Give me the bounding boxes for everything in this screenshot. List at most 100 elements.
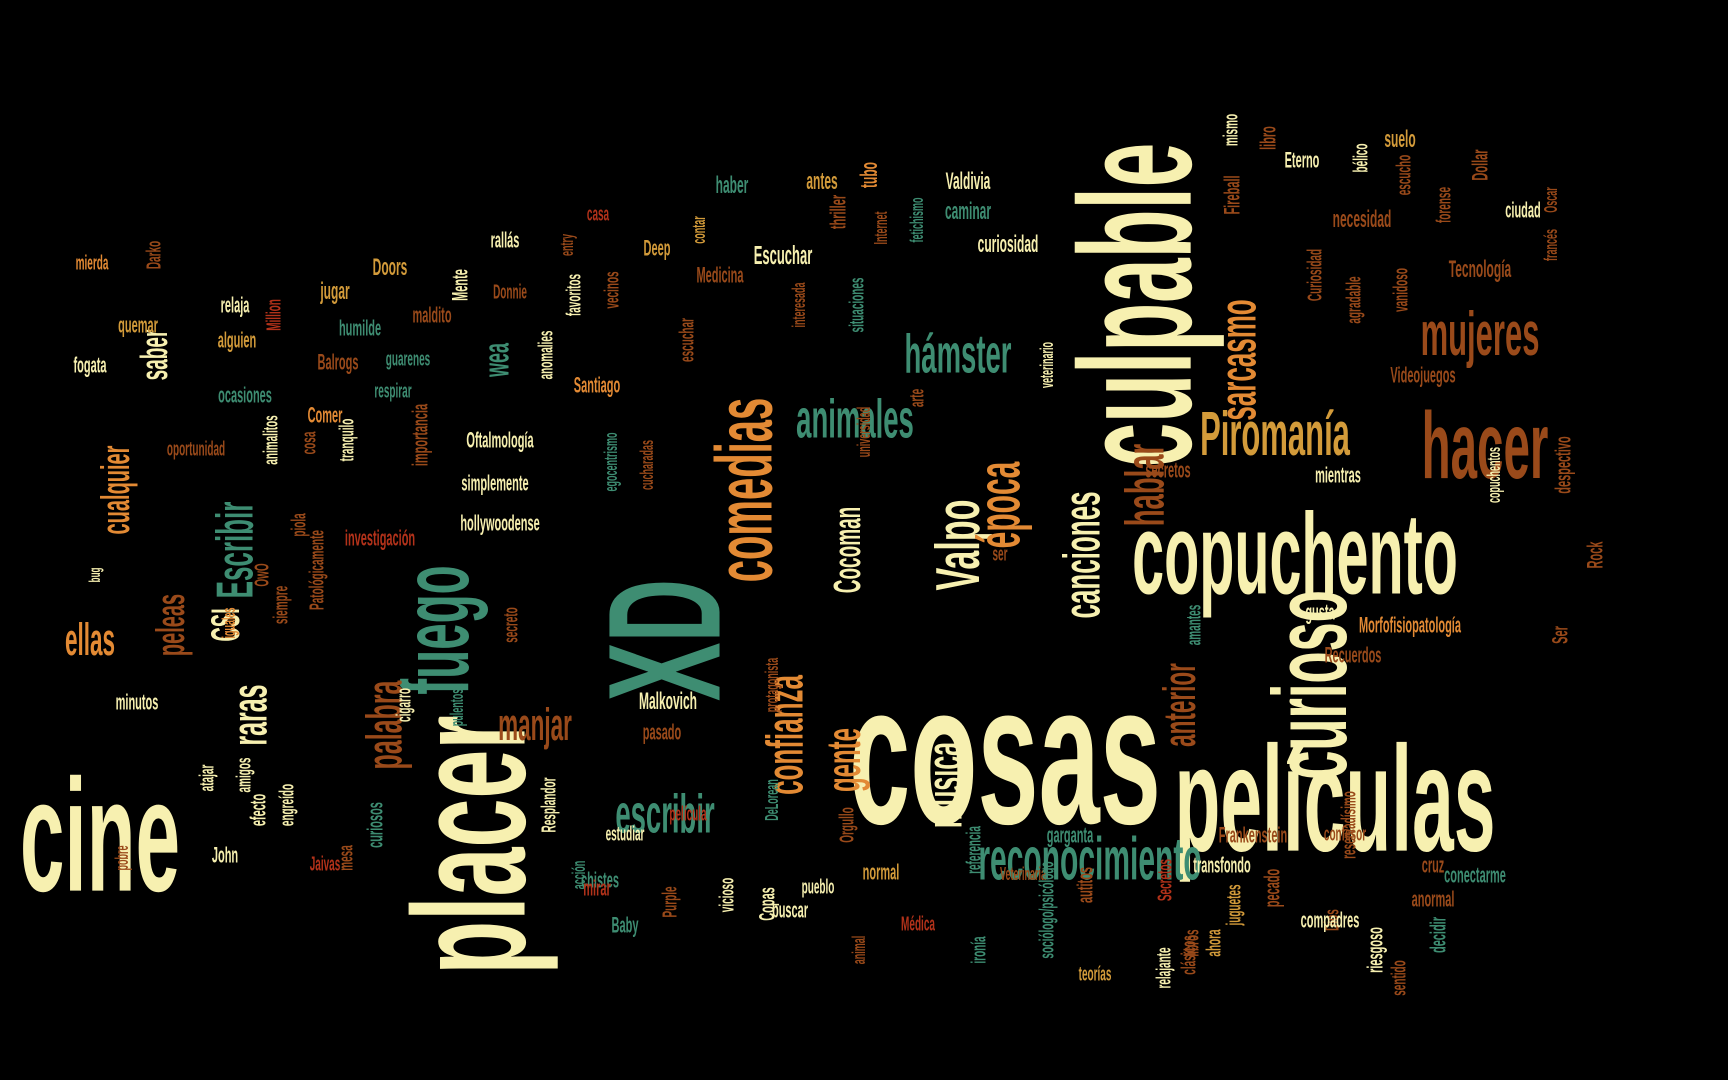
cloud-word: OwO: [252, 563, 274, 586]
cloud-word: normal: [863, 859, 900, 884]
cloud-word: guarenes: [386, 349, 431, 371]
cloud-word: jugar: [320, 279, 350, 306]
cloud-word: Veterinaria: [1000, 865, 1046, 885]
cloud-word: sociólogo/psicólogo: [1037, 861, 1059, 958]
cloud-word: Recuerdos: [1325, 642, 1382, 667]
cloud-word: vanidoso: [1391, 268, 1413, 312]
cloud-word: Donnie: [493, 282, 527, 304]
cloud-word: agradable: [1344, 276, 1366, 323]
cloud-word: CSI: [202, 608, 248, 641]
cloud-word: universidad: [855, 407, 875, 457]
cloud-word: anomalies: [536, 330, 558, 379]
cloud-word: reservadísimo: [1339, 791, 1361, 859]
cloud-word: curioso: [1251, 590, 1369, 780]
cloud-word: ironía: [969, 936, 991, 963]
cloud-word: clásicos: [1179, 935, 1201, 975]
cloud-word: respirar: [374, 381, 411, 403]
cloud-word: comedias: [701, 398, 790, 582]
cloud-word: amigos: [234, 757, 256, 792]
cloud-word: despectivo: [1550, 436, 1575, 493]
cloud-word: Balrogs: [318, 349, 359, 374]
cloud-word: necesidad: [1333, 207, 1392, 234]
cloud-word: confesor: [1324, 824, 1366, 846]
cloud-word: animalitos: [261, 415, 283, 465]
cloud-word: pueblo: [802, 877, 835, 899]
cloud-word: Médica: [901, 914, 935, 936]
cloud-word: simplemente: [461, 470, 528, 495]
cloud-word: Oftalmología: [466, 427, 533, 452]
cloud-word: libro: [1255, 126, 1280, 150]
cloud-word: canciones: [1053, 491, 1111, 618]
cloud-word: gusta: [1305, 599, 1335, 624]
cloud-word: buscar: [772, 897, 808, 922]
cloud-word: copuchento: [1132, 491, 1458, 619]
cloud-word: cigarro: [394, 688, 416, 722]
cloud-word: animal: [850, 936, 870, 964]
cloud-word: manjar: [498, 700, 572, 751]
cloud-word: ellas: [65, 615, 115, 666]
cloud-word: vecinos: [602, 271, 624, 308]
cloud-word: autitos: [1072, 867, 1097, 903]
cloud-word: Morfofisiopatología: [1359, 612, 1461, 637]
cloud-word: caminar: [945, 199, 991, 226]
cloud-word: culpable: [1045, 143, 1225, 468]
cloud-word: Eterno: [1285, 147, 1320, 172]
cloud-word: DeLorean: [763, 779, 783, 820]
cloud-word: favoritos: [564, 274, 586, 316]
cloud-word: relajante: [1154, 947, 1176, 988]
cloud-word: curiosos: [362, 802, 387, 848]
cloud-word: acción: [570, 861, 590, 889]
cloud-word: XD: [576, 579, 754, 701]
cloud-word: relaja: [221, 292, 250, 317]
cloud-word: cucharadas: [638, 440, 658, 490]
cloud-word: teorías: [1079, 964, 1112, 986]
cloud-word: mujeres: [1421, 301, 1540, 369]
cloud-word: películas: [1175, 717, 1496, 884]
cloud-word: Santiago: [574, 372, 620, 397]
cloud-word: Baby: [612, 912, 639, 937]
cloud-word: efecto: [245, 794, 270, 826]
cloud-word: vicioso: [717, 878, 739, 913]
cloud-word: hollywoodense: [460, 510, 540, 535]
cloud-word: Rock: [1582, 541, 1607, 568]
cloud-word: ocasiones: [218, 382, 272, 407]
cloud-word: Resplandor: [539, 778, 561, 833]
cloud-word: copuchentos: [1485, 447, 1505, 503]
cloud-word: anterior: [1155, 663, 1206, 747]
cloud-word: transfondo: [1193, 852, 1250, 877]
cloud-word: confianza: [756, 674, 814, 795]
cloud-word: atajar: [197, 765, 219, 792]
cloud-word: engreído: [277, 784, 299, 826]
cloud-word: música: [917, 741, 973, 828]
cloud-word: Million: [264, 299, 286, 331]
cloud-word: entry: [558, 234, 578, 256]
cloud-word: riesgoso: [1362, 927, 1387, 973]
cloud-word: veterinario: [1038, 342, 1058, 388]
cloud-word: hacer: [1422, 392, 1549, 498]
cloud-word: Valpo: [923, 500, 992, 591]
cloud-word: secretos: [1145, 457, 1190, 482]
cloud-word: cruz: [1422, 852, 1445, 877]
cloud-word: John: [212, 842, 238, 867]
cloud-word: Tecnología: [1449, 257, 1512, 284]
cloud-word: chistes: [581, 867, 619, 892]
cloud-word: ahora: [1204, 929, 1226, 956]
cloud-word: pasado: [643, 719, 681, 744]
cloud-word: thriller: [825, 195, 850, 229]
cloud-word: Malkovich: [639, 689, 697, 716]
cloud-word: bug: [86, 568, 104, 583]
cloud-word: sentido: [1389, 960, 1411, 996]
cloud-word: placer: [381, 715, 559, 974]
cloud-word: pecado: [1259, 869, 1284, 907]
cloud-word: importancia: [407, 404, 432, 466]
cloud-word: pulentosa: [448, 684, 468, 727]
cloud-word: compadres: [1301, 907, 1360, 932]
cloud-word: Piromanía: [1200, 401, 1350, 469]
cloud-word: cine: [20, 745, 180, 925]
cloud-word: casa: [587, 204, 609, 226]
cloud-word: Frankenstein: [1219, 822, 1287, 847]
cloud-word: francés: [1542, 229, 1562, 261]
cloud-word: cosas: [849, 643, 1161, 866]
cloud-word: Escuchar: [754, 241, 813, 270]
